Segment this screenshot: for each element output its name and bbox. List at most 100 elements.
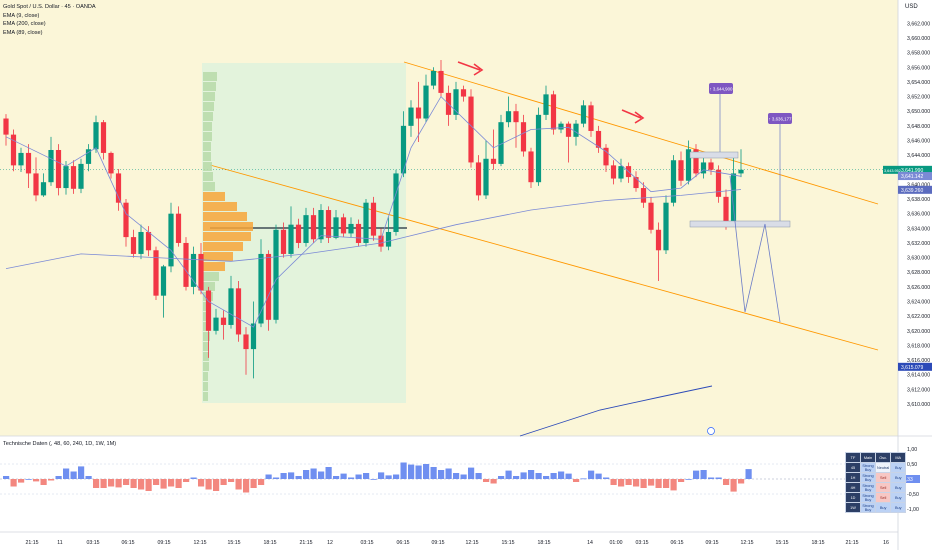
technicals-histogram-bar [318, 471, 325, 479]
technicals-histogram-bar [40, 479, 47, 485]
last-left-tag-bg [883, 165, 898, 174]
volume-profile-bar [203, 202, 237, 211]
candle-body [400, 125, 407, 174]
candle-body [408, 107, 414, 126]
price-tick-label: 3,610.000 [907, 402, 930, 408]
technicals-histogram-bar [310, 468, 317, 479]
time-tick-label: 21:15 [26, 540, 39, 546]
price-axis[interactable]: 3,610.000 3,612.000 3,614.000 3,616.000 3,61… [907, 21, 930, 408]
price-tick-label: 3,612.000 [907, 387, 930, 393]
candle-body [528, 151, 534, 183]
technicals-histogram-bar [483, 479, 490, 482]
candle-body [100, 122, 107, 153]
price-tick-label: 3,648.000 [907, 124, 930, 130]
table-cell-main: Strong Buy [860, 472, 876, 483]
technicals-histogram-bar [655, 479, 662, 488]
technicals-histogram-bar [745, 469, 752, 479]
symbol-title[interactable]: Gold Spot / U.S. Dollar · 45 · OANDA [3, 4, 96, 10]
candle-body [490, 158, 497, 164]
technicals-histogram-bar [355, 474, 362, 479]
ema-89-line [5, 189, 742, 269]
candle-body [588, 105, 594, 131]
table-cell-tf: 45 [845, 462, 861, 473]
candle-body [183, 242, 189, 287]
technicals-histogram-bar [168, 479, 175, 487]
table-row: 4H Strong Buy Sell Buy [845, 482, 907, 493]
table-cell-main: Strong Buy [860, 492, 876, 503]
candle-body [685, 149, 692, 181]
indicator-ema9-label[interactable]: EMA (9, close) [3, 12, 40, 19]
price-tick-label: 3,632.000 [907, 241, 930, 247]
technicals-histogram-bar [730, 479, 737, 492]
candle-body [25, 152, 32, 174]
volume-profile-bar [203, 192, 225, 201]
technicals-histogram-bar [573, 479, 580, 482]
resistance-box [689, 151, 739, 159]
price-tick-label: 3,640.000 [907, 182, 930, 188]
technicals-histogram-bar [10, 479, 17, 487]
volume-profile-bar [203, 382, 208, 391]
candle-body [423, 85, 429, 119]
candle-body [288, 224, 294, 254]
technicals-histogram-bar [18, 479, 25, 483]
candle-body [595, 130, 602, 148]
candle-body [273, 229, 279, 320]
technicals-pane: 1,000,500,00-0,50-1,00 [0, 447, 919, 513]
table-cell-main: Strong Buy [860, 462, 876, 473]
technicals-histogram-bar [295, 476, 302, 479]
table-cell-osc: Sell [874, 482, 892, 493]
technicals-histogram-bar [513, 476, 520, 479]
volume-profile-bar [203, 282, 215, 291]
candle-body [565, 123, 572, 137]
volume-profile-bar [203, 262, 225, 271]
technicals-histogram-bar [85, 476, 92, 479]
time-tick-label: 15:15 [228, 540, 241, 546]
ema9-tag: 3,641.142 [901, 174, 923, 180]
time-tick-label: 18:15 [264, 540, 277, 546]
volume-profile-bar [203, 182, 215, 191]
indicator-ema200-label[interactable]: EMA (200, close) [3, 21, 46, 28]
time-tick-label: 03:15 [87, 540, 100, 546]
technicals-histogram-bar [603, 477, 610, 479]
technicals-histogram-bar [423, 464, 430, 479]
table-cell-tf: 1H [845, 472, 861, 483]
technicals-histogram-bar [595, 473, 602, 479]
technicals-indicator-label[interactable]: Technische Daten (, 48, 60, 240, 1D, 1W,… [3, 441, 117, 447]
technicals-histogram-bar [393, 474, 400, 479]
indicator-ema89-label[interactable]: EMA (89, close) [3, 29, 43, 36]
chart-legend: Gold Spot / U.S. Dollar · 45 · OANDA EMA… [3, 3, 96, 37]
technicals-histogram-bar [528, 470, 535, 479]
technicals-histogram-bar [445, 468, 452, 479]
price-tick-label: 3,628.000 [907, 270, 930, 276]
time-tick-label: 12 [327, 540, 333, 546]
volume-profile-bar [203, 222, 253, 231]
technicals-histogram-bar [385, 475, 392, 479]
price-tick-label: 3,650.000 [907, 109, 930, 115]
volume-profile-bar [203, 142, 211, 151]
candle-body [168, 213, 174, 267]
technicals-histogram-bar [670, 479, 677, 491]
projection-path [729, 175, 781, 323]
technicals-histogram-bar [700, 470, 707, 479]
table-cell-ma: Buy [890, 472, 907, 483]
annotation-layer: ↑ 3,644,900 ↑ 3,636,177 [457, 61, 792, 435]
price-tick-label: 3,630.000 [907, 256, 930, 262]
candle-body [618, 166, 624, 179]
technicals-histogram-bar [738, 479, 745, 484]
table-cell-osc: Neutral [874, 462, 892, 473]
price-tick-label: 3,624.000 [907, 300, 930, 306]
technicals-histogram-bar [228, 479, 235, 482]
technicals-histogram-bar [70, 471, 77, 479]
price-tick-label: 3,626.000 [907, 285, 930, 291]
table-cell-osc: Sell [874, 472, 892, 483]
time-tick-label: 15:15 [502, 540, 515, 546]
time-axis[interactable]: 21:15 11 03:15 06:15 09:15 12:15 15:15 18:15 21:… [26, 540, 889, 546]
technicals-histogram-bar [243, 479, 250, 493]
volume-profile-bar [203, 342, 209, 351]
table-header-cell: TF [845, 452, 861, 463]
price-tick-label: 3,656.000 [907, 65, 930, 71]
technicals-histogram-bar [505, 470, 512, 479]
technicals-histogram-bar [25, 479, 32, 480]
